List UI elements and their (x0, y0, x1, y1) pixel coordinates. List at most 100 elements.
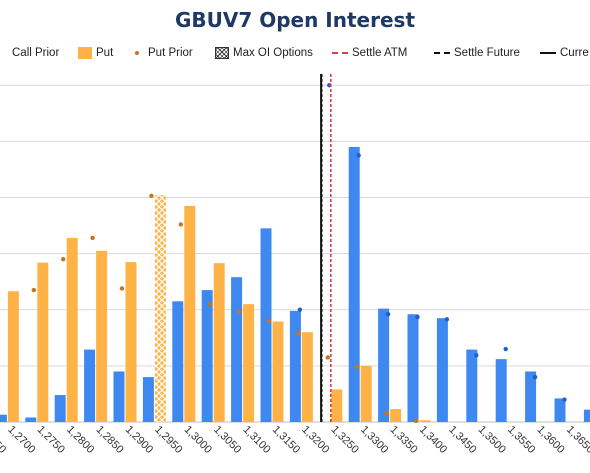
call-bar (378, 308, 390, 422)
legend-settle-future: Settle Future (434, 44, 520, 62)
put-bar (213, 263, 225, 422)
put-prior-point (296, 331, 301, 336)
put-prior-point (90, 235, 95, 241)
x-tick-label: 1,2800 (64, 424, 96, 456)
legend-settle-atm-label: Settle ATM (352, 47, 408, 59)
x-tick-label: 1,2950 (152, 424, 184, 456)
put-prior-point (149, 193, 154, 198)
put-bar (272, 321, 284, 422)
put-prior-point (266, 318, 272, 324)
x-tick-label: 1,3350 (387, 424, 419, 456)
call-bar (436, 318, 448, 422)
put-prior-point (413, 418, 419, 424)
legend-put-prior: Put Prior (130, 44, 193, 62)
put-bar (243, 304, 255, 422)
bar-series (0, 146, 590, 422)
legend-settle-atm: Settle ATM (332, 44, 407, 62)
x-tick-label: 1,3650 (564, 424, 590, 456)
legend-call-prior-label: Call Prior (12, 47, 60, 59)
put-prior-point (355, 364, 360, 370)
legend-current-future: Curre (540, 44, 589, 62)
legend-put-label: Put (96, 47, 114, 59)
x-tick-label: 1,3050 (211, 424, 243, 456)
call-bar (84, 349, 96, 422)
put-prior-point (237, 309, 242, 315)
call-prior-point (532, 374, 538, 380)
x-tick-label: 1,3450 (446, 424, 478, 456)
call-prior-point (297, 307, 303, 312)
put-bar (125, 262, 137, 422)
max-oi-bar (154, 195, 166, 422)
call-bar (231, 277, 243, 422)
put-prior-swatch-icon (130, 47, 144, 59)
chart-legend: Call Prior Put Put Prior Max OI Options … (0, 44, 590, 62)
put-prior-point (325, 355, 330, 360)
x-tick-label: 1,3400 (417, 424, 449, 456)
put-bar (96, 250, 108, 422)
put-prior-point (384, 410, 389, 416)
call-prior-point (385, 312, 391, 317)
put-prior-point (208, 301, 213, 307)
call-prior-point (562, 397, 567, 402)
call-bar (201, 290, 213, 422)
call-bar (495, 359, 507, 422)
call-bar (25, 417, 37, 422)
legend-settle-future-label: Settle Future (454, 47, 520, 59)
put-bar (7, 291, 19, 422)
call-bar (407, 314, 419, 422)
x-tick-label: 1,3100 (240, 424, 272, 456)
x-tick-label: 1,3500 (476, 424, 508, 456)
reference-lines (320, 74, 332, 422)
call-bar (289, 310, 301, 422)
put-bar (301, 332, 313, 422)
x-tick-label: 1,3000 (182, 424, 214, 456)
call-bar (348, 146, 360, 422)
legend-put: Put (78, 44, 113, 62)
chart-title: GBUV7 Open Interest (174, 8, 416, 32)
x-tick-label: 1,2700 (5, 424, 37, 456)
legend-call-prior: Call Prior (8, 44, 59, 62)
call-prior-point (444, 317, 450, 322)
put-prior-point (61, 257, 66, 262)
x-tick-label: 1,2650 (0, 424, 8, 456)
put-bar (184, 205, 196, 422)
call-bar (0, 414, 7, 422)
x-tick-label: 1,3150 (270, 424, 302, 456)
x-tick-label: 1,3300 (358, 424, 390, 456)
call-bar (54, 395, 66, 422)
call-bar (525, 371, 537, 422)
put-swatch-icon (78, 47, 92, 59)
call-bar (172, 301, 184, 422)
put-bar (37, 262, 49, 422)
x-tick-label: 1,2900 (123, 424, 155, 456)
x-tick-label: 1,2850 (93, 424, 125, 456)
x-tick-label: 1,2750 (35, 424, 67, 456)
call-prior-point (503, 346, 508, 352)
put-bar (360, 365, 372, 422)
call-bar (260, 228, 272, 422)
x-tick-label: 1,3600 (534, 424, 566, 456)
call-bar (113, 371, 125, 422)
call-bar (554, 398, 566, 422)
settle-atm-swatch-icon (332, 52, 348, 54)
call-bar (142, 377, 154, 422)
max-oi-swatch-icon (215, 47, 229, 59)
put-bar (331, 389, 343, 422)
legend-max-oi: Max OI Options (215, 44, 313, 62)
put-bar (419, 420, 431, 422)
put-prior-point (178, 222, 183, 227)
put-bar (390, 409, 402, 422)
put-bar (66, 237, 78, 422)
x-tick-labels: 1,26501,27001,27501,28001,28501,29001,29… (0, 424, 590, 456)
legend-max-oi-label: Max OI Options (233, 47, 313, 59)
put-prior-point (119, 286, 125, 291)
call-bar (583, 409, 590, 422)
call-prior-point (415, 314, 420, 320)
x-tick-label: 1,3200 (299, 424, 331, 456)
call-prior-point (474, 353, 479, 358)
settle-future-swatch-icon (434, 52, 450, 54)
legend-put-prior-label: Put Prior (148, 47, 193, 59)
current-future-swatch-icon (540, 52, 556, 54)
call-prior-point (356, 153, 361, 158)
